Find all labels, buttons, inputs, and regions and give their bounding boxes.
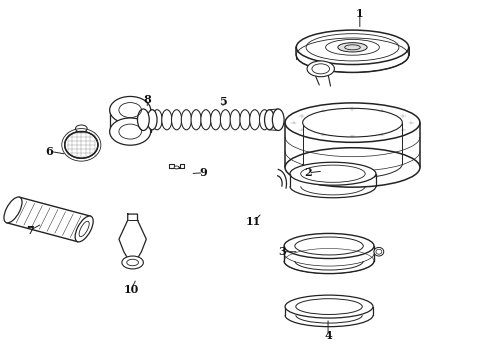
Ellipse shape: [152, 110, 162, 130]
Text: 10: 10: [123, 284, 139, 295]
Ellipse shape: [191, 110, 201, 130]
Text: 6: 6: [46, 146, 53, 157]
Ellipse shape: [303, 108, 402, 137]
Polygon shape: [169, 164, 184, 168]
Text: 9: 9: [199, 167, 207, 178]
Text: 8: 8: [144, 94, 151, 105]
Ellipse shape: [272, 109, 284, 131]
Ellipse shape: [240, 110, 250, 130]
Text: 4: 4: [324, 330, 332, 342]
Ellipse shape: [172, 110, 182, 130]
Ellipse shape: [110, 118, 151, 145]
Polygon shape: [278, 170, 287, 188]
Ellipse shape: [307, 61, 334, 77]
Ellipse shape: [65, 131, 98, 158]
Ellipse shape: [4, 197, 22, 223]
Text: 7: 7: [26, 225, 34, 236]
Ellipse shape: [284, 233, 374, 258]
Text: 11: 11: [246, 216, 262, 227]
Ellipse shape: [162, 110, 172, 130]
Ellipse shape: [260, 110, 270, 130]
Ellipse shape: [211, 110, 221, 130]
Ellipse shape: [285, 295, 373, 318]
Text: 1: 1: [356, 8, 364, 19]
Text: 2: 2: [305, 167, 312, 178]
Ellipse shape: [220, 110, 230, 130]
Ellipse shape: [147, 110, 157, 130]
Ellipse shape: [285, 148, 420, 187]
Ellipse shape: [338, 42, 367, 52]
Ellipse shape: [110, 96, 151, 124]
Ellipse shape: [201, 110, 211, 130]
Ellipse shape: [290, 162, 376, 185]
Ellipse shape: [75, 125, 87, 132]
Ellipse shape: [122, 256, 144, 269]
Ellipse shape: [138, 109, 149, 131]
Ellipse shape: [174, 166, 179, 169]
Polygon shape: [119, 214, 147, 262]
Ellipse shape: [250, 110, 260, 130]
Ellipse shape: [296, 30, 409, 64]
Ellipse shape: [285, 103, 420, 142]
Ellipse shape: [230, 110, 240, 130]
Ellipse shape: [374, 247, 384, 256]
Text: 5: 5: [219, 96, 227, 107]
Ellipse shape: [181, 110, 192, 130]
Ellipse shape: [75, 216, 93, 242]
Text: 3: 3: [278, 246, 286, 257]
Ellipse shape: [265, 110, 274, 130]
